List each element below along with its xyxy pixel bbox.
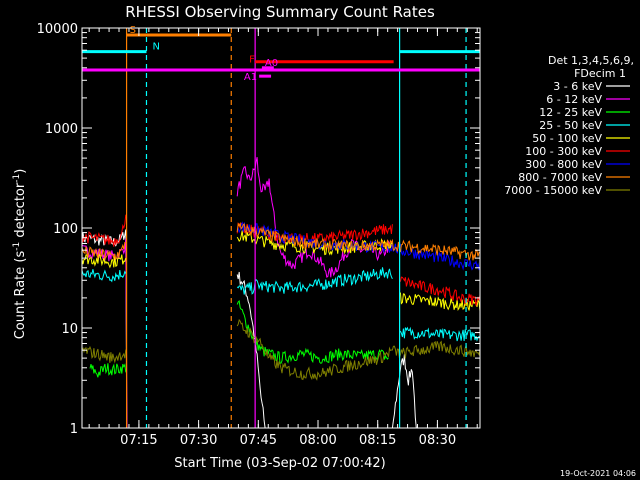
series-0-segment-2 — [391, 354, 417, 429]
legend-label-2: 12 - 25 keV — [539, 106, 602, 119]
y-label-sup1: -1 — [12, 242, 22, 251]
y-tick-label-3: 1000 — [45, 122, 78, 137]
legend-label-7: 800 - 7000 keV — [518, 171, 602, 184]
series-7-segment-0 — [81, 242, 126, 261]
series-3 — [81, 267, 481, 342]
y-tick-label-4: 10000 — [37, 22, 78, 37]
series-1 — [81, 156, 393, 429]
legend-header-line1: Det 1,3,4,5,6,9, — [548, 54, 634, 67]
series-8 — [81, 318, 481, 381]
y-tick-label-0: 1 — [70, 422, 78, 437]
x-axis-label: Start Time (03-Sep-02 07:00:42) — [174, 456, 385, 471]
series-5 — [81, 214, 481, 306]
y-axis-label: Count Rate (s-1 detector-1) — [12, 169, 28, 340]
series-8-segment-1 — [236, 318, 481, 381]
legend-label-5: 100 - 300 keV — [525, 145, 602, 158]
series-3-segment-0 — [81, 269, 127, 283]
y-label-end: ) — [13, 169, 28, 174]
flag-label-1: N — [152, 42, 159, 53]
series-2-segment-1 — [236, 300, 389, 364]
vertical-markers — [125, 28, 467, 428]
chart-title: RHESSI Observing Summary Count Rates — [125, 3, 435, 21]
series-8-segment-0 — [81, 345, 127, 364]
legend-label-8: 7000 - 15000 keV — [504, 184, 602, 197]
series-7-segment-1 — [236, 221, 481, 261]
series-7 — [81, 221, 481, 261]
legend-label-1: 6 - 12 keV — [546, 93, 602, 106]
series-1-segment-1 — [236, 156, 393, 278]
legend-label-4: 50 - 100 keV — [532, 132, 602, 145]
y-label-mid: detector — [13, 182, 28, 242]
series-3-segment-2 — [399, 326, 481, 342]
flag-label-4: A0 — [265, 58, 278, 69]
legend-label-6: 300 - 800 keV — [525, 158, 602, 171]
series-1-segment-0 — [81, 238, 128, 429]
series-layer — [81, 156, 481, 429]
series-2-segment-0 — [89, 363, 127, 378]
series-5-segment-0 — [81, 214, 127, 247]
flag-label-0: S — [130, 25, 136, 36]
y-tick-label-1: 10 — [61, 322, 78, 337]
axes: 07:15 07:30 07:45 08:00 08:15 08:30 1 10 100 1000… — [37, 22, 481, 448]
x-tick-label-1: 07:30 — [180, 433, 217, 448]
x-tick-label-0: 07:15 — [120, 433, 157, 448]
legend-header-line2: FDecim 1 — [574, 67, 626, 80]
flag-bars: S N F A0 A1 — [82, 25, 480, 83]
x-tick-label-4: 08:15 — [359, 433, 396, 448]
y-tick-label-2: 100 — [53, 222, 78, 237]
legend-label-0: 3 - 6 keV — [553, 80, 602, 93]
x-tick-label-2: 07:45 — [240, 433, 277, 448]
y-label-sup2: -1 — [12, 174, 22, 183]
series-3-segment-1 — [236, 267, 393, 295]
series-5-segment-2 — [399, 276, 481, 306]
flag-label-3: F — [249, 55, 255, 66]
y-label-main: Count Rate (s — [13, 251, 28, 340]
x-tick-label-5: 08:30 — [419, 433, 456, 448]
x-tick-label-3: 08:00 — [299, 433, 336, 448]
svg-text:Count Rate (s-1 detector-1): Count Rate (s-1 detector-1) — [12, 169, 28, 340]
generation-timestamp: 19-Oct-2021 04:06 — [560, 469, 636, 478]
flag-label-6: A1 — [244, 72, 257, 83]
legend-label-3: 25 - 50 keV — [539, 119, 602, 132]
series-4-segment-0 — [81, 253, 127, 269]
series-0-segment-1 — [236, 271, 270, 429]
series-5-segment-1 — [236, 222, 393, 245]
